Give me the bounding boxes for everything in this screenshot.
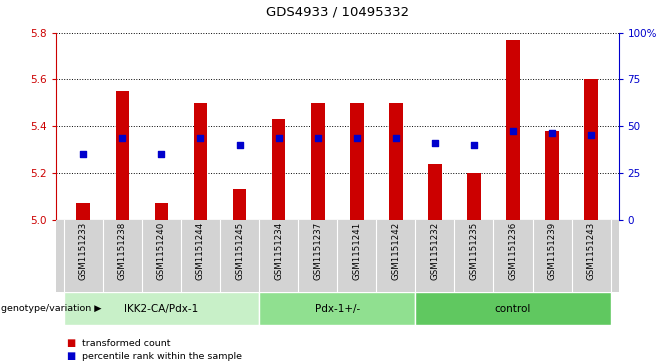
Bar	[389, 103, 403, 220]
Text: GSM1151233: GSM1151233	[79, 222, 88, 280]
Text: control: control	[495, 303, 531, 314]
Text: GSM1151243: GSM1151243	[587, 222, 595, 280]
Text: percentile rank within the sample: percentile rank within the sample	[82, 352, 242, 361]
Bar	[350, 103, 364, 220]
Text: GSM1151238: GSM1151238	[118, 222, 127, 280]
Point	[547, 130, 557, 136]
Text: GSM1151241: GSM1151241	[352, 222, 361, 280]
Bar	[467, 173, 481, 220]
Point	[391, 135, 401, 141]
Bar	[506, 40, 520, 220]
Text: ■: ■	[66, 338, 75, 348]
Text: Pdx-1+/-: Pdx-1+/-	[315, 303, 360, 314]
Text: GSM1151244: GSM1151244	[196, 222, 205, 280]
Point	[234, 142, 245, 148]
Point	[78, 151, 89, 157]
Text: GSM1151239: GSM1151239	[547, 222, 557, 280]
Text: GSM1151235: GSM1151235	[469, 222, 478, 280]
Text: GSM1151242: GSM1151242	[392, 222, 400, 280]
Bar	[76, 203, 90, 220]
Bar	[311, 103, 324, 220]
Bar	[428, 163, 442, 220]
Point	[156, 151, 166, 157]
Point	[586, 132, 596, 138]
Point	[195, 135, 206, 141]
Point	[468, 142, 479, 148]
Point	[273, 135, 284, 141]
Text: GDS4933 / 10495332: GDS4933 / 10495332	[266, 5, 409, 18]
Text: GSM1151234: GSM1151234	[274, 222, 283, 280]
Bar	[64, 292, 259, 325]
Point	[430, 140, 440, 146]
Bar	[272, 119, 286, 220]
Text: GSM1151240: GSM1151240	[157, 222, 166, 280]
Text: genotype/variation ▶: genotype/variation ▶	[1, 304, 102, 313]
Text: transformed count: transformed count	[82, 339, 170, 347]
Text: GSM1151245: GSM1151245	[235, 222, 244, 280]
Point	[117, 135, 128, 141]
Bar	[116, 91, 129, 220]
Bar	[193, 103, 207, 220]
Point	[508, 128, 519, 134]
Bar	[233, 189, 246, 220]
Text: GSM1151236: GSM1151236	[509, 222, 518, 280]
Bar	[155, 203, 168, 220]
Bar	[259, 292, 415, 325]
Text: GSM1151232: GSM1151232	[430, 222, 440, 280]
Bar	[415, 292, 611, 325]
Point	[351, 135, 362, 141]
Text: IKK2-CA/Pdx-1: IKK2-CA/Pdx-1	[124, 303, 199, 314]
Text: GSM1151237: GSM1151237	[313, 222, 322, 280]
Point	[313, 135, 323, 141]
Text: ■: ■	[66, 351, 75, 362]
Bar	[545, 131, 559, 220]
Bar	[584, 79, 598, 220]
